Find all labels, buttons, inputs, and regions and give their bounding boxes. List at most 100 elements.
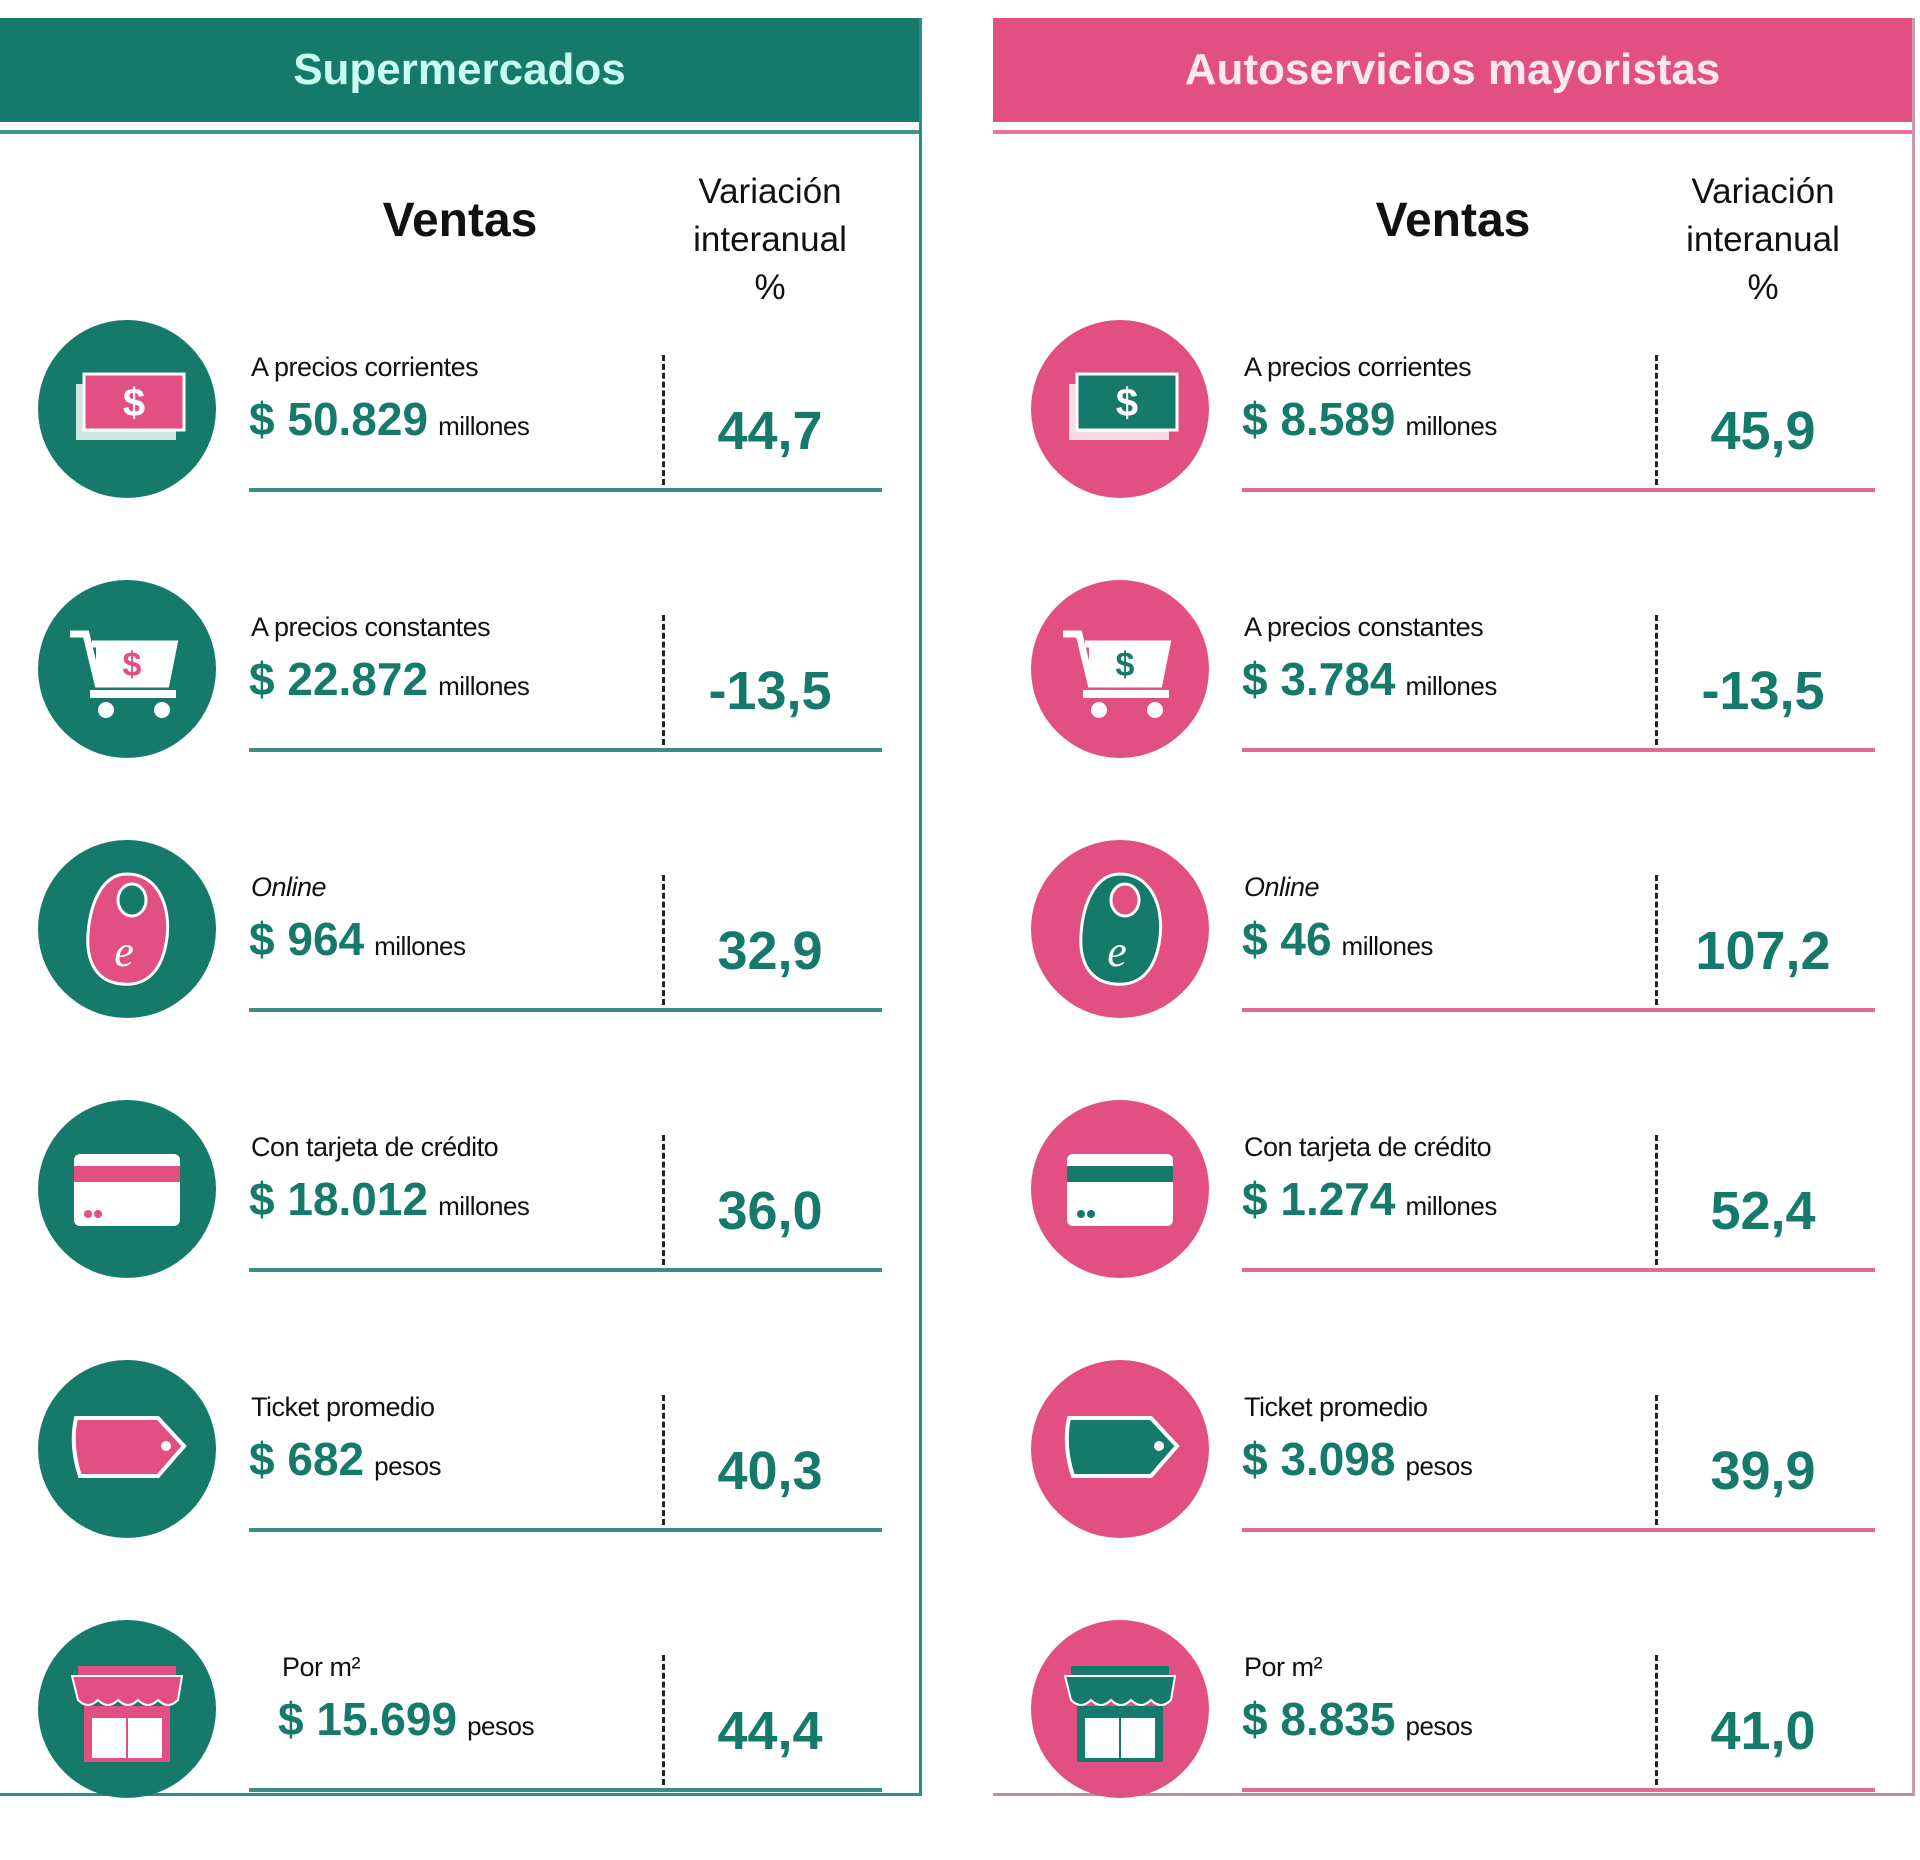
metric-variation: -13,5: [708, 661, 832, 721]
metric-unit: millones: [438, 671, 530, 701]
variation-header-line: interanual: [1686, 220, 1840, 259]
ventas-header: Ventas: [382, 194, 538, 247]
metric-label: Por m²: [1244, 1652, 1323, 1682]
metric-row: Con tarjeta de crédito $ 18.012 millones …: [0, 1080, 919, 1340]
metric-amount: $ 50.829: [249, 393, 429, 445]
row-underline: [249, 748, 882, 752]
dashed-divider: [662, 1135, 665, 1265]
online-bag-icon: e: [1031, 840, 1209, 1018]
money-icon: $: [38, 320, 216, 498]
metric-variation: 107,2: [1695, 921, 1831, 981]
metric-unit: millones: [1405, 671, 1497, 701]
svg-text:$: $: [1116, 646, 1135, 684]
row-underline: [1242, 1268, 1875, 1272]
money-icon: $: [1031, 320, 1209, 498]
metric-value: $ 22.872 millones: [249, 652, 530, 706]
metric-value: $ 964 millones: [249, 912, 466, 966]
metric-label: A precios corrientes: [1244, 352, 1472, 382]
variation-header-line: Variación: [698, 172, 842, 211]
metric-value: $ 1.274 millones: [1242, 1172, 1497, 1226]
metric-value: $ 3.784 millones: [1242, 652, 1497, 706]
dashed-divider: [1655, 1135, 1658, 1265]
row-underline: [1242, 1008, 1875, 1012]
metric-row: $ A precios corrientes $ 8.589 millones 4…: [993, 300, 1912, 560]
svg-text:$: $: [1116, 381, 1138, 425]
cart-icon: $: [1031, 580, 1209, 758]
panel-title: Supermercados: [0, 18, 919, 122]
svg-text:e: e: [114, 927, 134, 976]
row-underline: [249, 1528, 882, 1532]
metric-variation: 36,0: [717, 1181, 823, 1241]
metric-value: $ 50.829 millones: [249, 392, 530, 446]
svg-text:$: $: [123, 646, 142, 684]
row-underline: [1242, 488, 1875, 492]
metric-row: Por m² $ 8.835 pesos 41,0: [993, 1600, 1912, 1860]
variation-header: Variación interanual%: [1653, 168, 1873, 312]
dashed-divider: [662, 1655, 665, 1785]
metric-unit: pesos: [1405, 1711, 1473, 1741]
dashed-divider: [662, 875, 665, 1005]
svg-text:$: $: [123, 381, 145, 425]
variation-header-line: interanual: [693, 220, 847, 259]
metric-amount: $ 964: [249, 913, 365, 965]
metric-amount: $ 46: [1242, 913, 1332, 965]
metric-amount: $ 1.274: [1242, 1173, 1396, 1225]
credit-card-icon: [38, 1100, 216, 1278]
metric-variation: 40,3: [717, 1441, 823, 1501]
metric-row: e Online $ 46 millones 107,2: [993, 820, 1912, 1080]
row-underline: [249, 1268, 882, 1272]
row-underline: [1242, 1788, 1875, 1792]
metric-label: Con tarjeta de crédito: [251, 1132, 499, 1162]
metric-unit: millones: [1405, 411, 1497, 441]
svg-text:e: e: [1107, 927, 1127, 976]
metric-unit: millones: [1405, 1191, 1497, 1221]
metric-row: Por m² $ 15.699 pesos 44,4: [0, 1600, 919, 1860]
metric-value: $ 46 millones: [1242, 912, 1433, 966]
variation-header-line: Variación: [1691, 172, 1835, 211]
divider: [0, 130, 919, 134]
divider: [993, 130, 1912, 134]
row-underline: [249, 488, 882, 492]
metric-label: A precios constantes: [1244, 612, 1484, 642]
metric-row: $ A precios constantes $ 3.784 millones -…: [993, 560, 1912, 820]
metric-unit: pesos: [1405, 1451, 1473, 1481]
metric-value: $ 682 pesos: [249, 1432, 442, 1486]
metric-label: Ticket promedio: [1244, 1392, 1428, 1422]
metric-unit: millones: [374, 931, 466, 961]
metric-variation: 44,7: [717, 401, 823, 461]
metric-row: $ A precios constantes $ 22.872 millones …: [0, 560, 919, 820]
metric-variation: 52,4: [1710, 1181, 1816, 1241]
ventas-header: Ventas: [1375, 194, 1531, 247]
dashed-divider: [1655, 1655, 1658, 1785]
metric-row: Ticket promedio $ 682 pesos 40,3: [0, 1340, 919, 1600]
metric-row: Ticket promedio $ 3.098 pesos 39,9: [993, 1340, 1912, 1600]
variation-header-line: %: [754, 268, 786, 307]
dashed-divider: [662, 355, 665, 485]
metric-amount: $ 3.784: [1242, 653, 1396, 705]
dashed-divider: [1655, 1395, 1658, 1525]
credit-card-icon: [1031, 1100, 1209, 1278]
store-icon: [38, 1620, 216, 1798]
metric-unit: pesos: [467, 1711, 534, 1741]
metric-unit: millones: [438, 1191, 530, 1221]
metric-value: $ 8.589 millones: [1242, 392, 1497, 446]
metric-row: Con tarjeta de crédito $ 1.274 millones 5…: [993, 1080, 1912, 1340]
metric-unit: millones: [438, 411, 530, 441]
metric-unit: pesos: [374, 1451, 442, 1481]
metric-variation: 45,9: [1710, 401, 1816, 461]
row-underline: [1242, 1528, 1875, 1532]
metric-variation: 41,0: [1710, 1701, 1816, 1761]
panel-title: Autoservicios mayoristas: [993, 18, 1912, 122]
metric-value: $ 3.098 pesos: [1242, 1432, 1473, 1486]
metric-variation: 44,4: [717, 1701, 823, 1761]
metric-label: A precios constantes: [251, 612, 491, 642]
metric-amount: $ 3.098: [1242, 1433, 1396, 1485]
metric-amount: $ 8.835: [1242, 1693, 1396, 1745]
panel-supermercados: Supermercados Ventas Variación interanual…: [0, 18, 922, 1798]
metric-variation: 32,9: [717, 921, 823, 981]
metric-variation: 39,9: [1710, 1441, 1816, 1501]
dashed-divider: [662, 1395, 665, 1525]
metric-amount: $ 682: [249, 1433, 365, 1485]
row-underline: [1242, 748, 1875, 752]
ticket-tag-icon: [1031, 1360, 1209, 1538]
